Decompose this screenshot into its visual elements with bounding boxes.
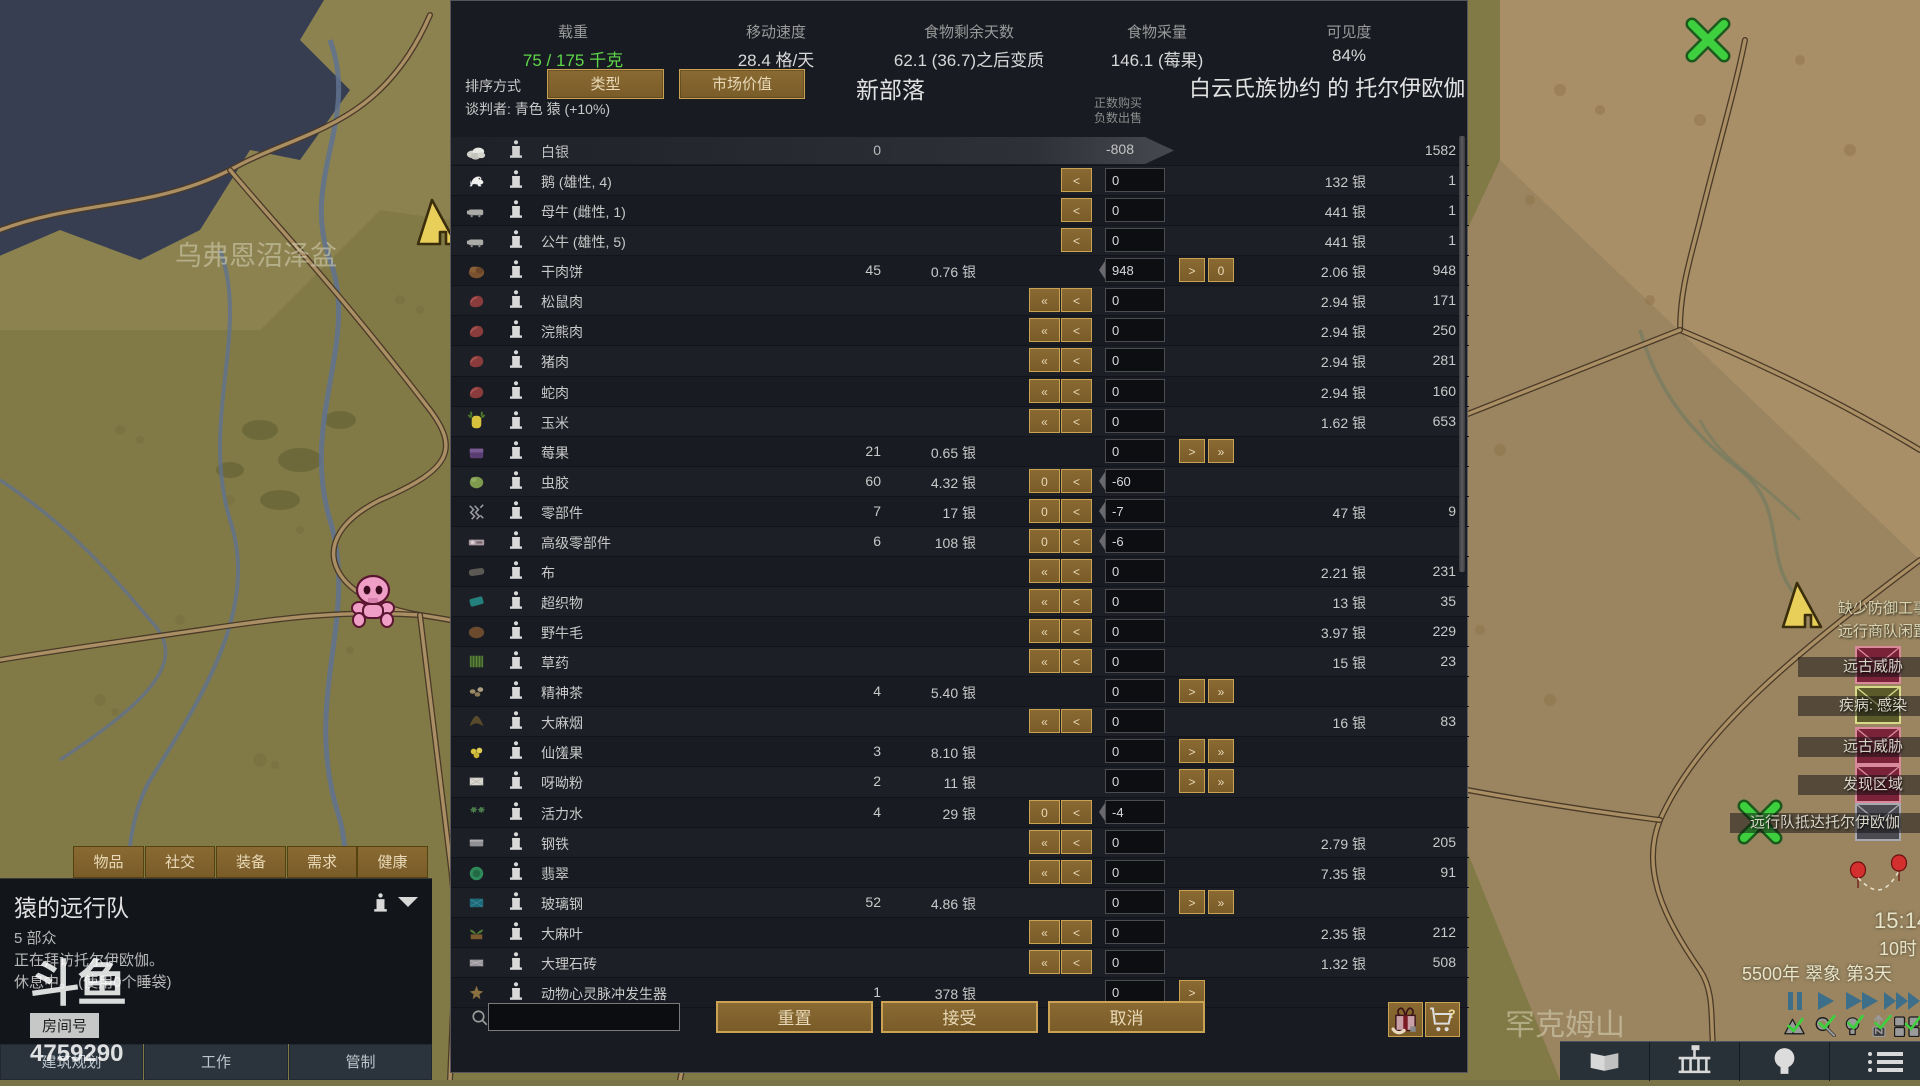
- svg-text:罕克姆山: 罕克姆山: [1505, 1009, 1625, 1042]
- svg-text:?: ?: [1448, 1007, 1456, 1021]
- svg-text:乌弗恩沼泽盆: 乌弗恩沼泽盆: [175, 241, 337, 271]
